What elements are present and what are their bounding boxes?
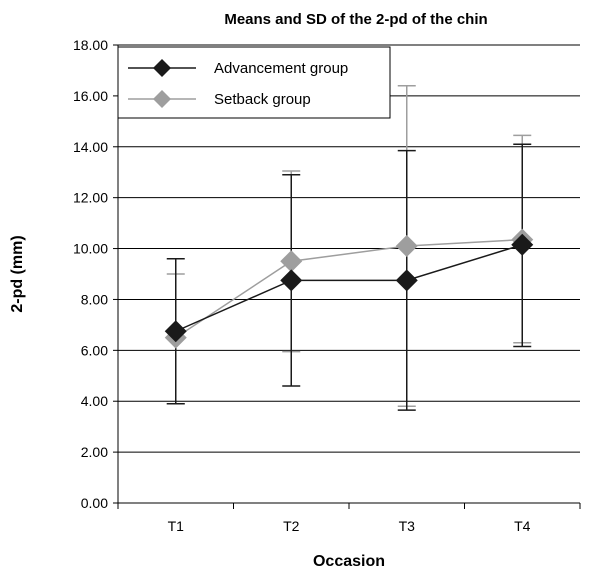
data-point-advancement-group [395,269,418,292]
axes: 0.00 2.00 4.00 6.00 8.00 10.00 12.00 14.00 16.00… [73,37,581,534]
data-point-advancement-group [164,320,187,343]
legend-marker-setback [153,90,171,108]
x-tick-label: T3 [399,518,416,534]
y-tick-label: 2.00 [81,444,108,460]
data-point-setback-group [395,235,418,258]
y-tick-label: 12.00 [73,190,108,206]
chart-title: Means and SD of the 2-pd of the chin [224,11,487,28]
series-lines [175,238,523,339]
x-tick-label: T2 [283,518,300,534]
legend: Advancement group Setback group [117,46,391,119]
y-tick-label: 10.00 [73,241,108,257]
data-point-setback-group [280,250,303,273]
x-tick-label: T4 [514,518,531,534]
x-tick-label: T1 [168,518,185,534]
y-tick-label: 14.00 [73,139,108,155]
x-axis-title: Occasion [313,553,385,570]
data-point-advancement-group [511,233,534,256]
y-tick-label: 18.00 [73,37,108,53]
legend-label-setback: Setback group [214,91,311,108]
series-line-advancement-group [175,244,523,332]
series-markers [164,228,534,349]
y-tick-label: 6.00 [81,342,108,358]
y-tick-label: 0.00 [81,495,108,511]
legend-marker-advancement [153,59,171,77]
series-line-setback-group [175,238,523,339]
y-tick-label: 8.00 [81,291,108,307]
legend-label-advancement: Advancement group [214,60,348,77]
error-bars [166,84,532,411]
y-tick-label: 16.00 [73,88,108,104]
y-tick-label: 4.00 [81,393,108,409]
y-axis-title: 2-pd (mm) [9,235,26,312]
data-point-advancement-group [280,269,303,292]
